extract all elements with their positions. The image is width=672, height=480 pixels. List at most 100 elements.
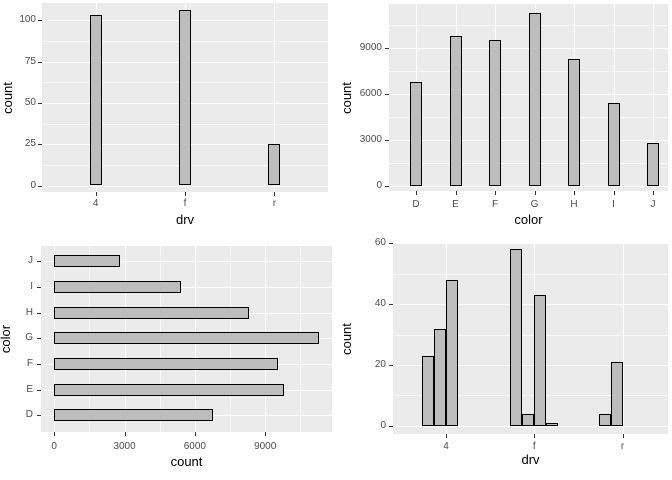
tick-label: 4 [443, 440, 449, 452]
tick-mark [37, 312, 41, 314]
bar [179, 10, 191, 186]
tick-label: 75 [24, 55, 36, 67]
tick-label: 0 [30, 179, 36, 191]
tick-mark [265, 431, 267, 436]
bar [54, 306, 249, 319]
tick-label: 60 [374, 237, 386, 249]
tick-mark [37, 261, 41, 263]
bar [598, 413, 611, 426]
tick-label: I [612, 199, 615, 210]
tick-mark [385, 186, 389, 188]
bar [54, 357, 278, 370]
tick-mark [385, 94, 389, 96]
tick-mark [37, 389, 41, 391]
gridline-major [393, 425, 668, 427]
tick-label: I [30, 281, 33, 292]
y-axis-title: count [339, 322, 354, 355]
tick-mark [54, 431, 56, 436]
tick-mark [613, 191, 615, 195]
tick-mark [274, 192, 276, 196]
bar [54, 255, 121, 268]
tick-label: F [491, 199, 499, 210]
tick-mark [389, 425, 393, 427]
gridline-major [393, 365, 668, 366]
gridline-minor [393, 273, 668, 275]
gridline-minor [393, 395, 668, 397]
y-axis-title: color [0, 324, 13, 353]
tick-mark [38, 144, 42, 146]
bar [422, 355, 434, 426]
tick-label: r [620, 440, 625, 452]
gridline-major [622, 243, 624, 434]
bar [446, 279, 458, 426]
bar [528, 12, 541, 187]
tick-label: 6000 [183, 440, 206, 452]
tick-label: G [530, 199, 539, 210]
x-axis-title: drv [521, 452, 540, 467]
tick-mark [534, 191, 536, 195]
bar [647, 143, 659, 187]
bar [489, 39, 501, 187]
tick-label: 9000 [359, 41, 382, 53]
tick-label: 3000 [113, 440, 136, 452]
tick-label: F [26, 357, 33, 369]
tick-label: H [25, 306, 33, 318]
gridline-major [41, 261, 332, 263]
tick-mark [385, 140, 389, 142]
y-axis-title: count [0, 81, 15, 114]
tick-label: J [28, 255, 33, 267]
tick-label: E [26, 383, 33, 395]
tick-label: 6000 [359, 88, 382, 100]
gridline-major [41, 287, 332, 288]
tick-label: 100 [19, 14, 36, 26]
tick-label: 3000 [359, 134, 382, 146]
gridline-major [613, 4, 615, 191]
tick-mark [38, 20, 42, 22]
gridline-major [393, 243, 668, 245]
bar [610, 361, 623, 426]
bar [410, 82, 422, 187]
tick-mark [495, 191, 496, 195]
gridline-major [274, 3, 276, 192]
tick-label: 50 [24, 96, 36, 108]
bar [607, 102, 620, 187]
tick-mark [416, 191, 417, 195]
tick-label: J [650, 199, 656, 210]
bar [54, 409, 214, 422]
tick-mark [389, 243, 393, 245]
x-axis-title: count [170, 454, 203, 469]
tick-mark [38, 185, 42, 187]
chart-drv-count-bar: 0 25 50 75 100 4 f r drv count [0, 0, 336, 240]
bar [54, 332, 319, 345]
tick-mark [37, 415, 41, 417]
tick-mark [446, 434, 447, 438]
y-axis-title: count [339, 81, 354, 114]
tick-label: D [412, 199, 420, 210]
tick-mark [37, 338, 41, 340]
tick-mark [574, 191, 575, 195]
tick-mark [37, 287, 41, 288]
bar [268, 144, 281, 186]
tick-label: 0 [380, 419, 386, 431]
tick-label: 25 [24, 138, 36, 150]
tick-label: 0 [376, 180, 382, 192]
tick-label: G [25, 332, 33, 344]
tick-label: E [452, 199, 459, 210]
tick-mark [37, 363, 41, 365]
bar [434, 328, 446, 426]
tick-mark [38, 61, 42, 63]
tick-mark [124, 431, 126, 436]
tick-mark [389, 304, 393, 306]
tick-mark [185, 192, 186, 196]
chart-drv-count-dodged-bar: 0 20 40 60 4 f r drv count [336, 237, 672, 480]
bar [534, 295, 547, 426]
bar [522, 413, 535, 426]
bar [54, 383, 284, 396]
tick-mark [534, 434, 536, 438]
tick-mark [95, 192, 97, 196]
bar [89, 15, 102, 186]
tick-mark [455, 191, 457, 195]
